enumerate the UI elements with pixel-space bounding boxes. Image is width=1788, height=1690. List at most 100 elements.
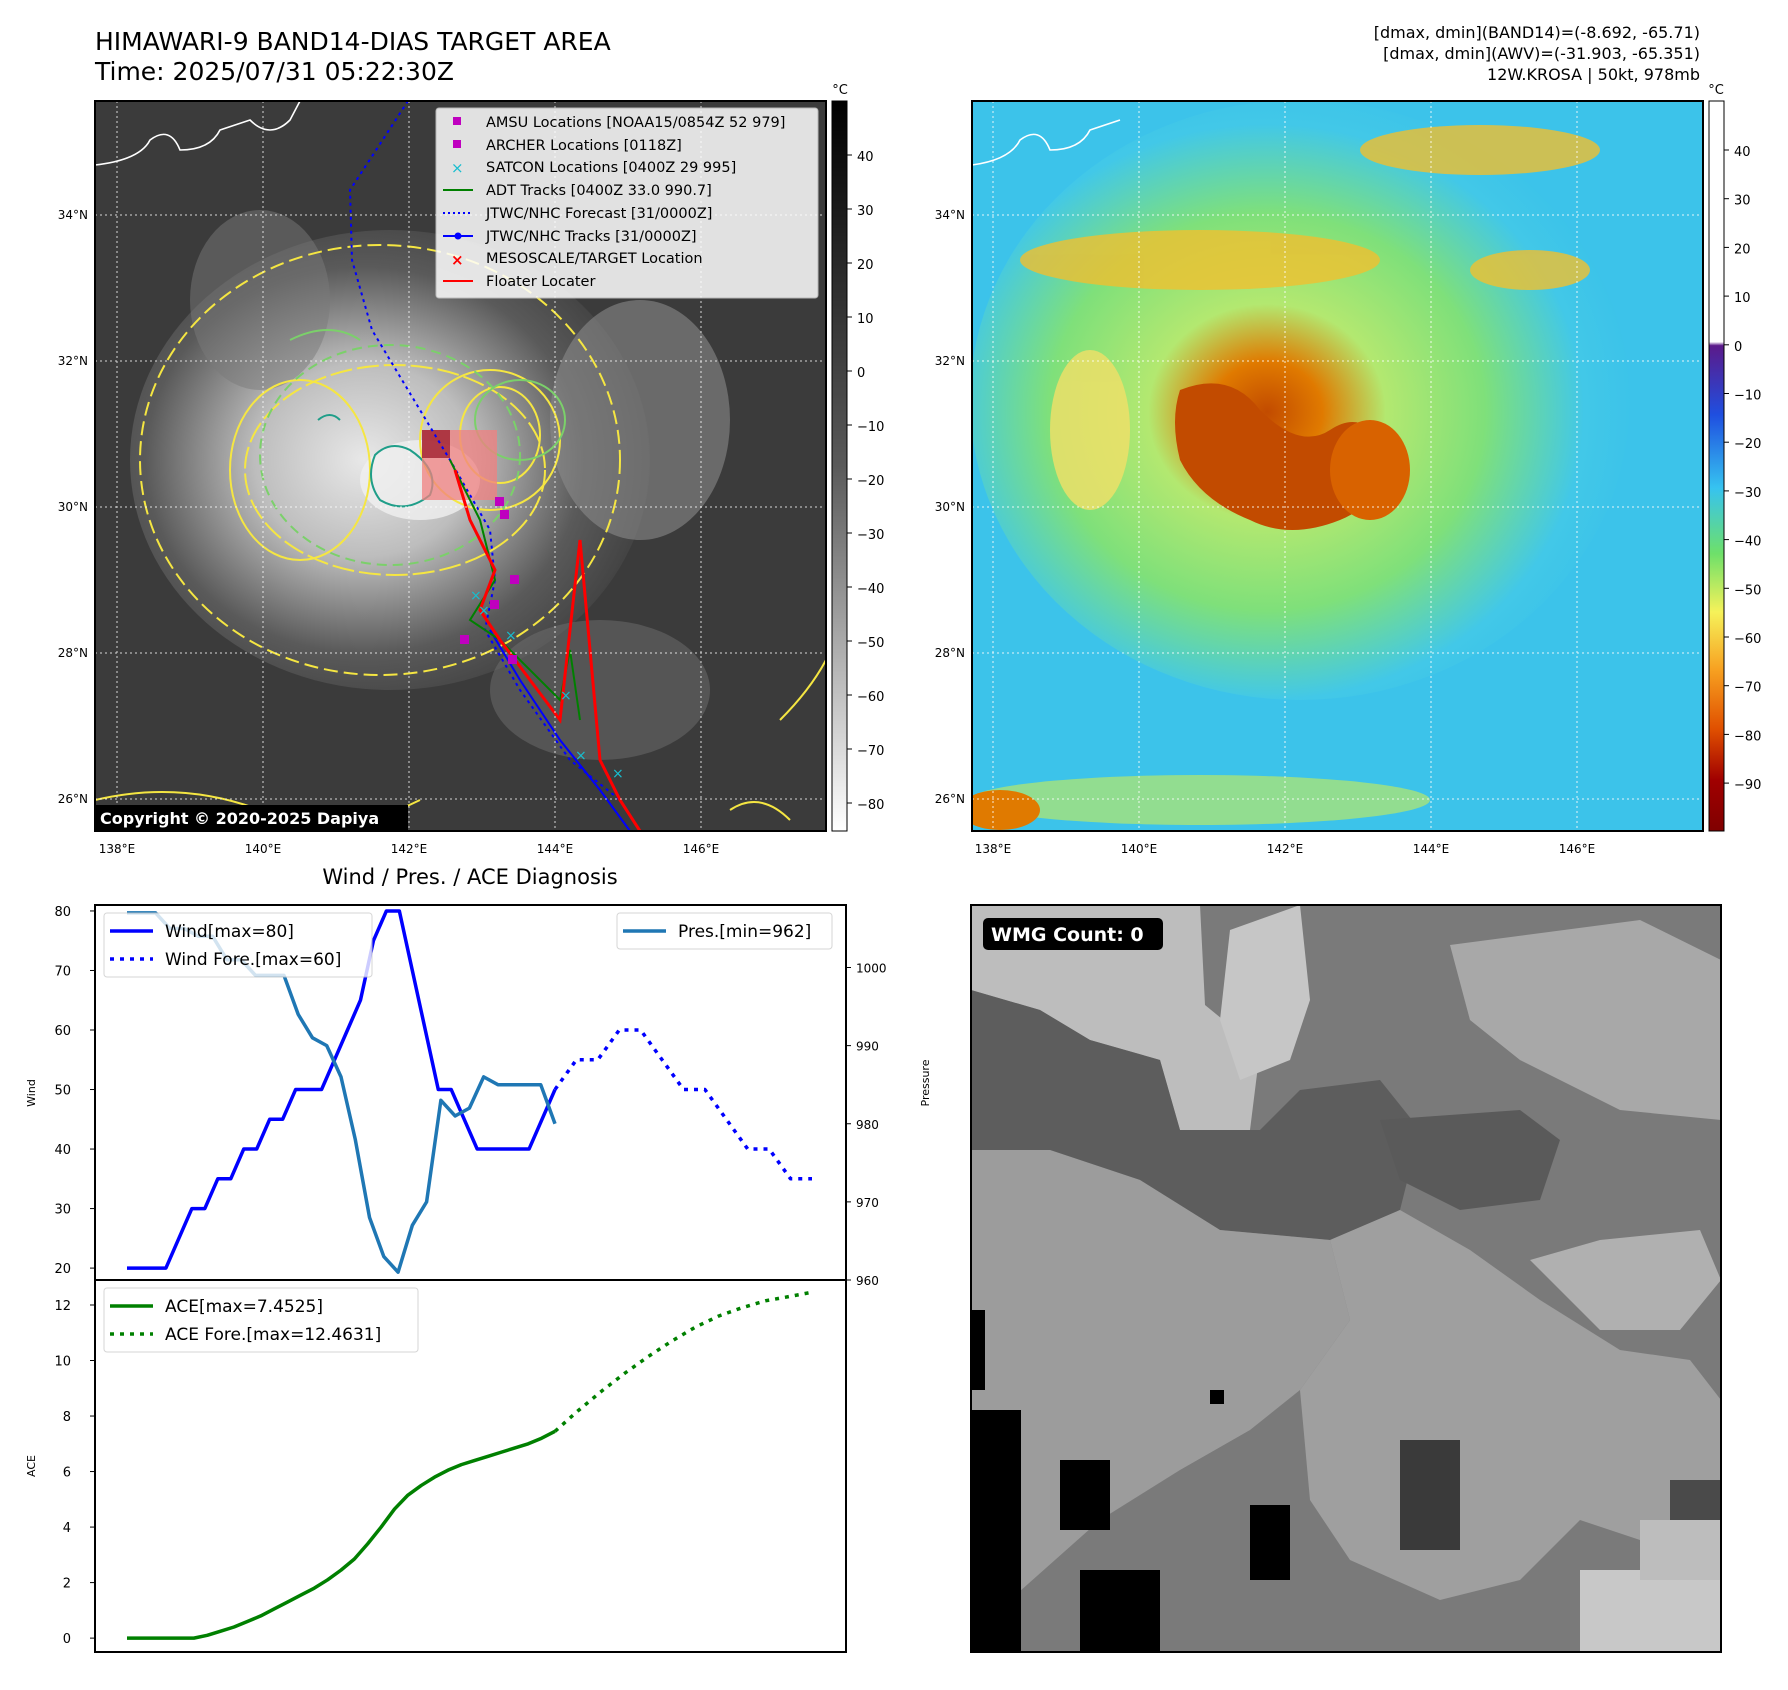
figure-time: Time: 2025/07/31 05:22:30Z <box>94 57 454 86</box>
legend-amsu-icon <box>453 117 461 125</box>
legend-archer-icon <box>453 140 461 148</box>
wind-tick-label: 70 <box>54 964 71 979</box>
awv-dry-core <box>1175 383 1382 530</box>
svg-text:140°E: 140°E <box>245 842 282 856</box>
pressure-tick-label: 990 <box>856 1040 879 1054</box>
info-awv: [dmax, dmin](AWV)=(-31.903, -65.351) <box>1383 44 1700 63</box>
svg-text:28°N: 28°N <box>935 646 965 660</box>
legend-ace-fore-label: ACE Fore.[max=12.4631] <box>165 1325 381 1345</box>
pressure-tick-label: 1000 <box>856 962 887 976</box>
awv-colorbar-tick-label: 20 <box>1734 242 1751 257</box>
wmg-count-badge <box>983 918 1163 950</box>
ir-contours-green <box>259 329 566 566</box>
diagnosis-title: Wind / Pres. / ACE Diagnosis <box>322 865 617 889</box>
awv-colorbar-tick-label: −40 <box>1734 535 1761 550</box>
info-band14: [dmax, dmin](BAND14)=(-8.692, -65.71) <box>1374 23 1700 42</box>
svg-text:26°N: 26°N <box>935 792 965 806</box>
awv-colorbar-tick-label: −10 <box>1734 389 1761 404</box>
wind-series-line <box>127 909 557 1270</box>
awv-colorbar-tick-label: 10 <box>1734 291 1751 306</box>
awv-coastline <box>972 119 1121 166</box>
ace-tick-label: 12 <box>54 1299 71 1314</box>
awv-lat-ticks: 34°N 32°N 30°N 28°N 26°N <box>935 208 965 806</box>
figure-title: HIMAWARI-9 BAND14-DIAS TARGET AREA <box>95 27 611 56</box>
wind-axis-label: Wind <box>25 1079 38 1107</box>
amsu-markers <box>460 497 519 664</box>
ace-forecast-series-line <box>553 1290 813 1433</box>
ir-colorbar-tick-label: −60 <box>857 690 884 705</box>
wind-tick-label: 60 <box>54 1024 71 1039</box>
svg-text:144°E: 144°E <box>1413 842 1450 856</box>
legend-wind-fore-label: Wind Fore.[max=60] <box>165 950 341 970</box>
svg-text:30°N: 30°N <box>58 500 88 514</box>
wind-pressure-chart: 20 30 40 50 60 70 80 960 970 980 990 1000 Wind Pre… <box>25 904 932 1288</box>
wind-tick-label: 30 <box>54 1203 71 1218</box>
legend-archer-label: ARCHER Locations [0118Z] <box>486 138 682 154</box>
svg-text:×: × <box>575 748 587 764</box>
ace-tick-label: 2 <box>63 1577 71 1592</box>
wind-tick-label: 20 <box>54 1262 71 1277</box>
map-legend: AMSU Locations [NOAA15/0854Z 52 979] ARC… <box>435 107 819 299</box>
pressure-tick-label: 960 <box>856 1274 879 1288</box>
legend-satcon-label: SATCON Locations [0400Z 29 995] <box>486 160 736 176</box>
wmg-count-label: WMG Count: 0 <box>991 924 1144 946</box>
legend-target-label: MESOSCALE/TARGET Location <box>486 251 703 267</box>
ir-colorbar: °C 40 30 20 10 0 −10 −20 −30 −40 −50 −60 −70 −80 <box>831 83 884 832</box>
pressure-axis-label: Pressure <box>919 1059 932 1106</box>
ir-map-frame <box>94 100 827 832</box>
svg-text:×: × <box>505 628 517 644</box>
ir-colorbar-tick-label: −70 <box>857 744 884 759</box>
svg-text:28°N: 28°N <box>58 646 88 660</box>
svg-text:30°N: 30°N <box>935 500 965 514</box>
svg-text:144°E: 144°E <box>537 842 574 856</box>
svg-text:138°E: 138°E <box>975 842 1012 856</box>
copyright-text: Copyright © 2020-2025 Dapiya <box>100 809 379 828</box>
ace-tick-label: 8 <box>63 1410 71 1425</box>
legend-ace-label: ACE[max=7.4525] <box>165 1297 323 1317</box>
svg-text:142°E: 142°E <box>391 842 428 856</box>
ir-lon-ticks: 138°E 140°E 142°E 144°E 146°E <box>99 842 720 856</box>
satcon-markers: ×× ×× ×× <box>470 588 624 782</box>
ace-tick-label: 4 <box>63 1521 71 1536</box>
svg-text:142°E: 142°E <box>1267 842 1304 856</box>
svg-text:32°N: 32°N <box>935 354 965 368</box>
info-storm: 12W.KROSA | 50kt, 978mb <box>1487 65 1700 84</box>
svg-text:34°N: 34°N <box>58 208 88 222</box>
jtwc-forecast-track <box>348 101 621 801</box>
awv-map-panel: 138°E 140°E 142°E 144°E 146°E 34°N 32°N … <box>935 100 1704 856</box>
awv-colorbar-tick-label: 0 <box>1734 340 1742 355</box>
ir-colorbar-tick-label: −80 <box>857 798 884 813</box>
floater-locater-track <box>453 469 642 831</box>
wmg-panel: WMG Count: 0 <box>970 904 1722 1653</box>
awv-colorbar-tick-label: −30 <box>1734 486 1761 501</box>
ir-colorbar-tick-label: 30 <box>857 204 874 219</box>
awv-lon-ticks: 138°E 140°E 142°E 144°E 146°E <box>975 842 1596 856</box>
awv-colorbar-tick-label: −90 <box>1734 778 1761 793</box>
svg-text:146°E: 146°E <box>1559 842 1596 856</box>
ir-colorbar-tick-label: −20 <box>857 474 884 489</box>
legend-wind-label: Wind[max=80] <box>165 922 294 942</box>
ir-colorbar-unit: °C <box>832 83 848 98</box>
ace-axis-label: ACE <box>25 1455 38 1477</box>
awv-colorbar-tick-label: −50 <box>1734 583 1761 598</box>
awv-colorbar-tick-label: −70 <box>1734 681 1761 696</box>
awv-colorbar-tick-label: −60 <box>1734 632 1761 647</box>
svg-text:×: × <box>478 603 490 619</box>
ir-colorbar-tick-label: 40 <box>857 150 874 165</box>
ir-colorbar-tick-label: 20 <box>857 258 874 273</box>
awv-gridlines <box>972 101 1703 831</box>
coastline <box>95 101 301 166</box>
ace-chart: 0 2 4 6 8 10 12 ACE ACE[max=7.4525] ACE Fore.[… <box>25 1279 847 1653</box>
ace-tick-label: 0 <box>63 1632 71 1647</box>
ir-lat-ticks: 34°N 32°N 30°N 28°N 26°N <box>58 208 88 806</box>
svg-text:32°N: 32°N <box>58 354 88 368</box>
wmg-frame <box>970 904 1722 1653</box>
awv-colorbar-unit: °C <box>1708 83 1724 98</box>
ir-map-panel: ×× ×× ×× AMSU Locati <box>58 100 827 856</box>
svg-text:146°E: 146°E <box>683 842 720 856</box>
svg-text:×: × <box>470 588 482 604</box>
ace-tick-label: 6 <box>63 1466 71 1481</box>
wmg-bright-region <box>971 905 1260 1130</box>
legend-forecast-label: JTWC/NHC Forecast [31/0000Z] <box>485 206 712 222</box>
